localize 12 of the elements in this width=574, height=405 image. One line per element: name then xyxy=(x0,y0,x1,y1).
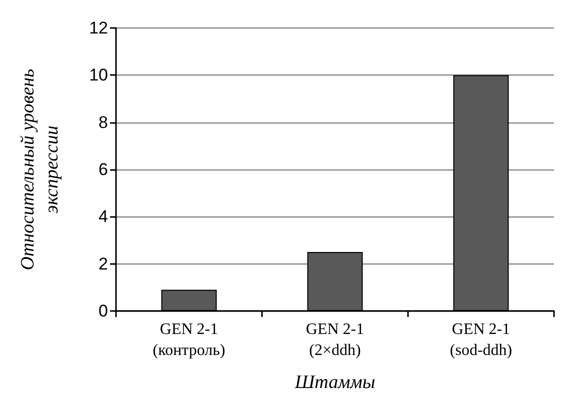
y-tick-label: 6 xyxy=(98,160,108,179)
y-tick-label: 0 xyxy=(98,302,108,320)
y-tick-label: 8 xyxy=(98,112,108,132)
y-tick-label: 12 xyxy=(89,18,108,38)
y-axis-title: Относительный уровень экспрессии xyxy=(18,68,62,270)
y-tick-label: 10 xyxy=(89,66,108,85)
x-tick-label: GEN 2-1 (контроль) xyxy=(152,321,226,359)
y-tick-label: 4 xyxy=(98,207,108,226)
y-tick-label: 2 xyxy=(98,254,108,274)
x-tick-label: GEN 2-1 (2×ddh) xyxy=(306,321,364,359)
x-tick-label: GEN 2-1 (sod-ddh) xyxy=(450,321,512,359)
x-axis-title: Штаммы xyxy=(294,372,376,393)
